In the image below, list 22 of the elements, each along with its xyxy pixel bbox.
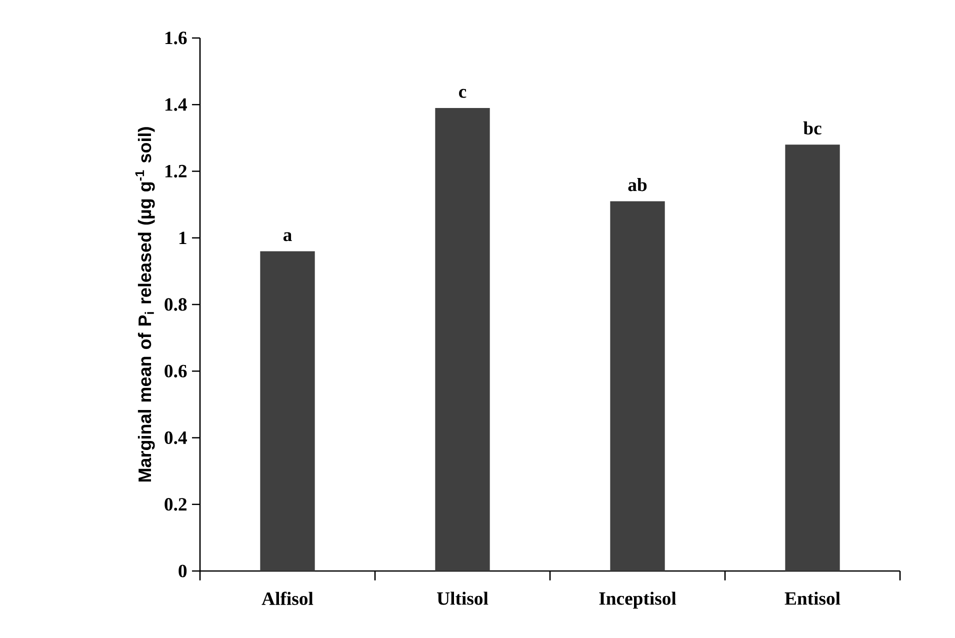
annotation: c: [459, 88, 466, 98]
bar: [610, 201, 665, 571]
y-tick-label: 1.4: [165, 98, 187, 111]
y-tick-label: 0.6: [164, 364, 187, 378]
annotation: a: [283, 232, 292, 242]
y-tick-label: 0.8: [164, 298, 187, 311]
annotation: bc: [803, 121, 822, 135]
y-tick-label: 1.2: [165, 164, 186, 178]
y-tick-label: 1.6: [165, 32, 187, 44]
annotation: ab: [628, 178, 647, 192]
bar: [785, 144, 840, 571]
y-tick-label: 0.2: [164, 498, 186, 511]
x-tick-label: Entisol: [784, 592, 840, 605]
y-tick-label: 0: [178, 564, 187, 578]
x-tick-label: Ultisol: [437, 592, 488, 605]
bar: [435, 108, 490, 571]
y-axis-title: Marginal mean of P$_{i}$ released (µg g$^{-1}$ soil): [135, 127, 155, 482]
y-tick-label: 0.4: [164, 431, 187, 444]
x-tick-label: Inceptisol: [599, 592, 676, 609]
bar: [260, 251, 315, 571]
x-tick-label: Alfisol: [262, 592, 314, 606]
y-tick-label: 1: [179, 232, 186, 244]
